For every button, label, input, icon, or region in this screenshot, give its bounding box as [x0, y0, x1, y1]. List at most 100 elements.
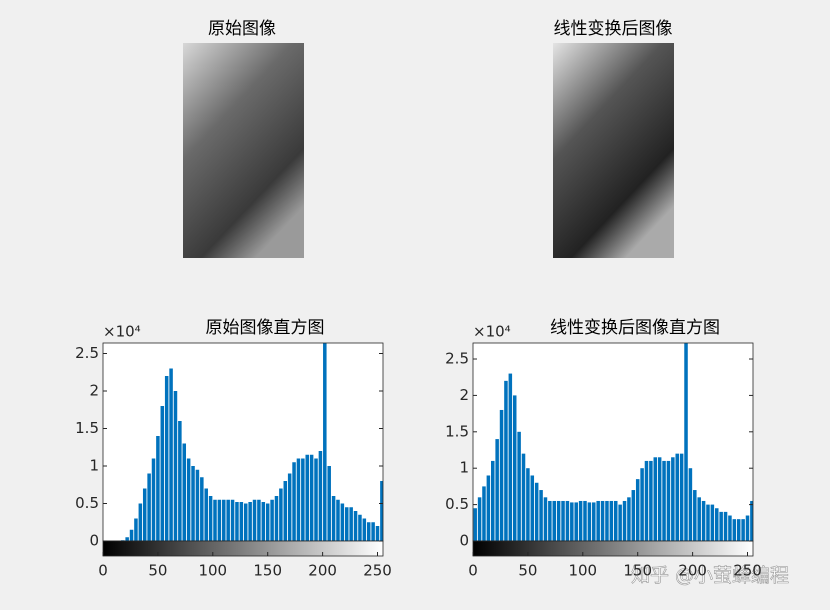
y-tick-label: 1	[89, 457, 99, 475]
bars	[121, 343, 383, 541]
bar	[331, 496, 336, 541]
x-tick-label: 100	[198, 562, 227, 580]
bar	[482, 486, 486, 541]
x-tick-label: 200	[308, 562, 337, 580]
bar	[213, 499, 217, 541]
bar	[543, 497, 548, 541]
bar	[710, 504, 715, 541]
bar	[693, 490, 697, 541]
bar	[191, 466, 195, 541]
bar	[736, 519, 741, 541]
bar	[618, 504, 622, 541]
watermark: 知乎 @小萤蜂编程	[631, 565, 789, 587]
bar	[701, 500, 706, 541]
bar	[222, 499, 226, 541]
bar	[728, 515, 732, 541]
image	[183, 43, 304, 258]
x-tick-label: 150	[623, 562, 652, 580]
bar	[208, 496, 213, 541]
bar	[371, 522, 375, 541]
bar	[296, 458, 301, 541]
bar	[349, 507, 353, 541]
image	[553, 43, 674, 258]
bars	[473, 343, 753, 541]
bar	[517, 431, 521, 541]
bar	[631, 490, 636, 541]
y-tick-label: 2.5	[445, 350, 469, 368]
bar	[587, 502, 592, 541]
bar	[358, 514, 362, 541]
bar	[640, 468, 644, 541]
x-tick-label: 0	[98, 562, 108, 580]
bar	[732, 519, 737, 541]
bar	[675, 453, 679, 541]
bar	[723, 511, 728, 541]
x-tick-label: 200	[678, 562, 707, 580]
bar	[243, 503, 248, 541]
bar	[653, 457, 658, 541]
x-tick-label: 50	[148, 562, 167, 580]
x-tick-label: 250	[363, 562, 392, 580]
bar	[270, 499, 274, 541]
bar	[327, 466, 331, 541]
bar	[301, 458, 305, 541]
x-tick-label: 150	[253, 562, 282, 580]
bar	[574, 502, 578, 541]
bar	[261, 502, 266, 541]
bar	[345, 507, 349, 541]
bar	[570, 502, 574, 541]
bar	[142, 488, 147, 541]
x-tick-label: 50	[518, 562, 537, 580]
bar	[627, 497, 631, 541]
bar	[134, 518, 138, 541]
bar	[164, 376, 169, 541]
bar	[235, 502, 239, 541]
bar	[279, 488, 283, 541]
bar	[204, 488, 208, 541]
bar	[353, 511, 358, 541]
bar	[715, 508, 719, 541]
bar	[688, 468, 693, 541]
bar	[274, 496, 279, 541]
chart-title: 线性变换后图像直方图	[550, 318, 720, 338]
bar	[178, 421, 182, 541]
bar	[283, 481, 288, 541]
y-tick-label: 0	[89, 532, 99, 550]
colorbar	[102, 540, 384, 557]
bar	[252, 499, 257, 541]
y-exponent: ×10⁴	[103, 323, 141, 341]
bar	[499, 409, 504, 541]
bar	[750, 500, 753, 541]
bar	[561, 500, 565, 541]
bar	[578, 500, 583, 541]
bar	[186, 458, 191, 541]
bar	[565, 500, 570, 541]
bar	[292, 462, 296, 541]
bar	[684, 343, 688, 541]
bar	[526, 468, 530, 541]
bar	[556, 500, 561, 541]
bar	[147, 473, 151, 541]
bar	[666, 460, 671, 541]
bar	[657, 457, 662, 541]
bar	[491, 460, 495, 541]
bar	[512, 395, 517, 541]
x-tick-label: 0	[468, 562, 478, 580]
y-tick-label: 1.5	[75, 419, 99, 437]
bar	[230, 499, 235, 541]
y-tick-label: 1	[459, 459, 469, 477]
bar	[534, 482, 539, 541]
bar	[473, 508, 477, 541]
bar	[552, 500, 557, 541]
bar	[169, 368, 173, 541]
y-tick-label: 1.5	[445, 422, 469, 440]
bar	[336, 499, 340, 541]
bar	[314, 458, 318, 541]
y-tick-label: 0	[459, 532, 469, 550]
bar	[477, 497, 482, 541]
bar	[125, 537, 129, 541]
bar	[548, 500, 552, 541]
x-tick-label: 100	[568, 562, 597, 580]
bar	[539, 490, 543, 541]
bar	[583, 500, 587, 541]
